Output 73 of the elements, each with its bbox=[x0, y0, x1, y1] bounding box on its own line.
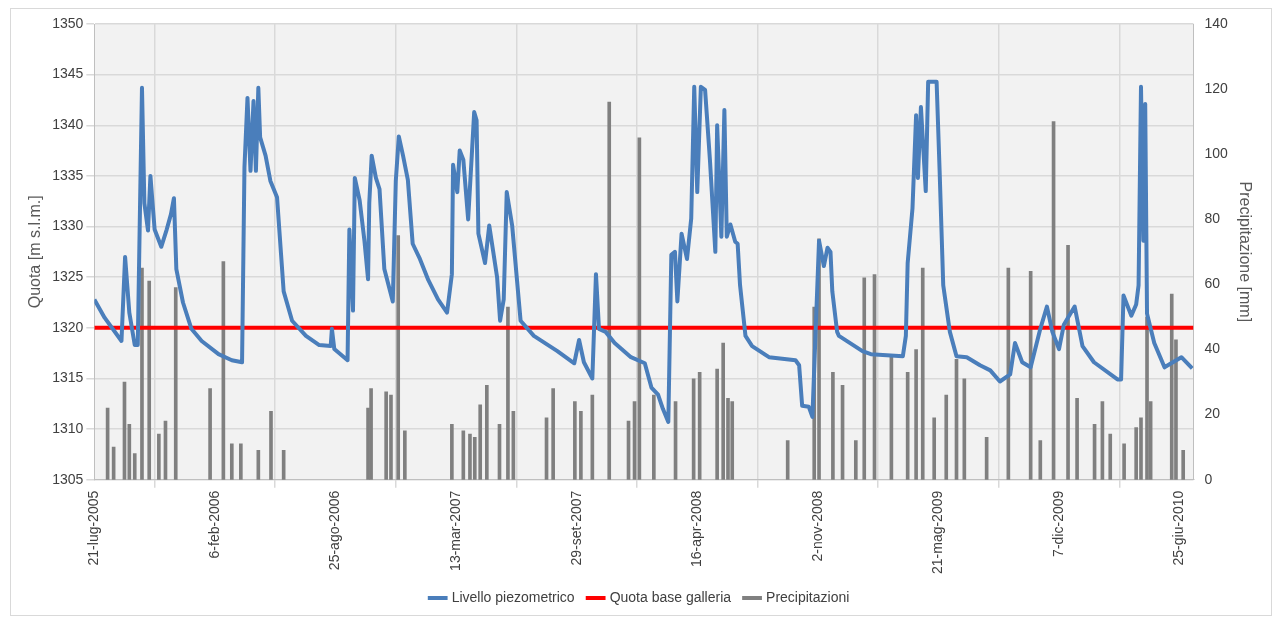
x-tick-label: 21-lug-2005 bbox=[85, 490, 102, 566]
bar bbox=[853, 440, 858, 480]
y-tick-label: 1320 bbox=[52, 318, 84, 335]
bar bbox=[485, 385, 489, 480]
y-tick-label: 1305 bbox=[52, 470, 84, 487]
y-tick-label: 1350 bbox=[52, 14, 84, 31]
x-tick-label: 25-giu-2010 bbox=[1170, 490, 1187, 566]
bar bbox=[1169, 293, 1174, 480]
legend-label: Quota base galleria bbox=[609, 588, 732, 605]
bar bbox=[369, 388, 373, 480]
bar bbox=[785, 440, 790, 480]
y-tick-label: 1310 bbox=[52, 419, 84, 436]
y-tick-label: 1340 bbox=[52, 116, 84, 133]
x-tick-label: 6-feb-2006 bbox=[205, 490, 222, 559]
bar bbox=[579, 411, 583, 480]
bar bbox=[573, 401, 577, 480]
bar bbox=[932, 417, 937, 480]
bar bbox=[269, 411, 273, 480]
y2-tick-label: 100 bbox=[1204, 145, 1229, 162]
bar bbox=[862, 277, 867, 480]
y2-tick-label: 0 bbox=[1204, 470, 1213, 487]
bar bbox=[1066, 245, 1070, 480]
y2-axis-title: Precipitazione [mm] bbox=[1236, 181, 1254, 323]
y2-tick-label: 60 bbox=[1204, 275, 1221, 292]
bar bbox=[1108, 433, 1113, 480]
bar bbox=[461, 430, 466, 480]
y-tick-label: 1325 bbox=[52, 268, 84, 285]
y-tick-label: 1315 bbox=[52, 369, 84, 386]
bar bbox=[831, 371, 835, 480]
x-tick-label: 16-apr-2008 bbox=[688, 490, 705, 568]
bar bbox=[147, 280, 152, 480]
bar bbox=[721, 342, 726, 480]
bar bbox=[403, 430, 407, 480]
bar bbox=[1122, 443, 1126, 480]
bar bbox=[157, 433, 161, 480]
bar bbox=[229, 443, 234, 480]
bar bbox=[1038, 440, 1043, 480]
bar bbox=[396, 235, 401, 480]
y-tick-label: 1330 bbox=[52, 217, 84, 234]
x-tick-label: 21-mag-2009 bbox=[929, 490, 946, 575]
x-tick-label: 2-nov-2008 bbox=[808, 490, 825, 562]
x-tick-label: 29-set-2007 bbox=[567, 490, 584, 566]
y2-tick-label: 120 bbox=[1204, 79, 1229, 96]
bar bbox=[730, 401, 735, 480]
y-tick-label: 1335 bbox=[52, 166, 84, 183]
bar bbox=[607, 101, 612, 480]
y-tick-label: 1345 bbox=[52, 65, 84, 82]
bar bbox=[1075, 398, 1079, 480]
bar bbox=[920, 267, 925, 480]
bar bbox=[506, 306, 510, 480]
bar bbox=[652, 394, 656, 480]
bar bbox=[715, 368, 719, 480]
bar bbox=[239, 443, 243, 480]
y-axis-title: Quota [m s.l.m.] bbox=[26, 195, 44, 309]
bar bbox=[140, 267, 144, 480]
x-tick-label: 7-dic-2009 bbox=[1049, 490, 1066, 557]
y2-tick-label: 40 bbox=[1204, 340, 1221, 357]
bar bbox=[208, 388, 212, 480]
y2-tick-label: 20 bbox=[1204, 405, 1221, 422]
y2-tick-label: 80 bbox=[1204, 210, 1221, 227]
bar bbox=[173, 287, 178, 480]
legend-label: Precipitazioni bbox=[766, 588, 850, 605]
bar bbox=[944, 394, 949, 480]
bar bbox=[1181, 450, 1186, 480]
bar bbox=[1145, 316, 1149, 480]
x-tick-label: 13-mar-2007 bbox=[446, 490, 463, 571]
legend-label: Livello piezometrico bbox=[451, 588, 575, 605]
bar bbox=[450, 424, 454, 480]
bar bbox=[914, 349, 918, 480]
x-tick-label: 25-ago-2006 bbox=[326, 490, 343, 571]
bar bbox=[551, 388, 555, 480]
y2-tick-label: 140 bbox=[1204, 14, 1229, 31]
bar bbox=[132, 453, 137, 480]
